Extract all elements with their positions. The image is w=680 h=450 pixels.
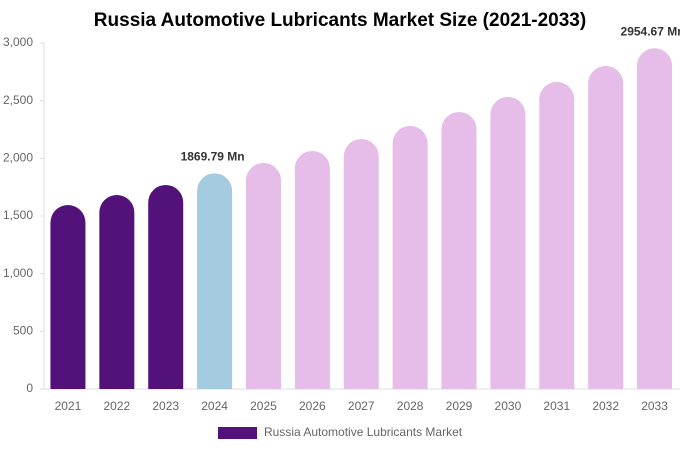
bar bbox=[490, 96, 526, 389]
legend-swatch bbox=[218, 427, 257, 439]
x-tick-label: 2029 bbox=[446, 399, 473, 413]
bar bbox=[343, 138, 379, 389]
bar bbox=[637, 48, 673, 389]
bar bbox=[539, 81, 575, 389]
x-tick-label: 2024 bbox=[201, 399, 228, 413]
x-tick-label: 2032 bbox=[592, 399, 619, 413]
data-label: 1869.79 Mn bbox=[181, 150, 245, 164]
bar bbox=[392, 125, 428, 390]
x-tick-label: 2023 bbox=[152, 399, 179, 413]
y-tick-label: 2,500 bbox=[3, 93, 33, 107]
bar bbox=[197, 173, 233, 389]
x-tick-label: 2025 bbox=[250, 399, 277, 413]
bar bbox=[245, 162, 281, 389]
y-tick-label: 0 bbox=[26, 381, 33, 395]
x-tick-label: 2027 bbox=[348, 399, 375, 413]
x-tick-label: 2030 bbox=[495, 399, 522, 413]
bar bbox=[99, 195, 135, 389]
y-tick-label: 500 bbox=[13, 324, 33, 338]
y-tick-label: 2,000 bbox=[3, 151, 33, 165]
bar bbox=[148, 184, 184, 389]
chart-title: Russia Automotive Lubricants Market Size… bbox=[94, 10, 586, 31]
x-tick-label: 2026 bbox=[299, 399, 326, 413]
x-tick-label: 2028 bbox=[397, 399, 424, 413]
bar bbox=[50, 205, 86, 389]
x-tick-label: 2021 bbox=[55, 399, 82, 413]
legend-label: Russia Automotive Lubricants Market bbox=[264, 425, 463, 439]
data-label: 2954.67 Mn bbox=[621, 24, 680, 38]
bar bbox=[294, 150, 330, 389]
x-tick-label: 2031 bbox=[543, 399, 570, 413]
y-tick-label: 3,000 bbox=[3, 35, 33, 49]
x-tick-label: 2022 bbox=[103, 399, 130, 413]
bar bbox=[441, 111, 477, 389]
y-tick-label: 1,500 bbox=[3, 208, 33, 222]
x-tick-label: 2033 bbox=[641, 399, 668, 413]
bar bbox=[588, 65, 624, 390]
y-tick-label: 1,000 bbox=[3, 266, 33, 280]
